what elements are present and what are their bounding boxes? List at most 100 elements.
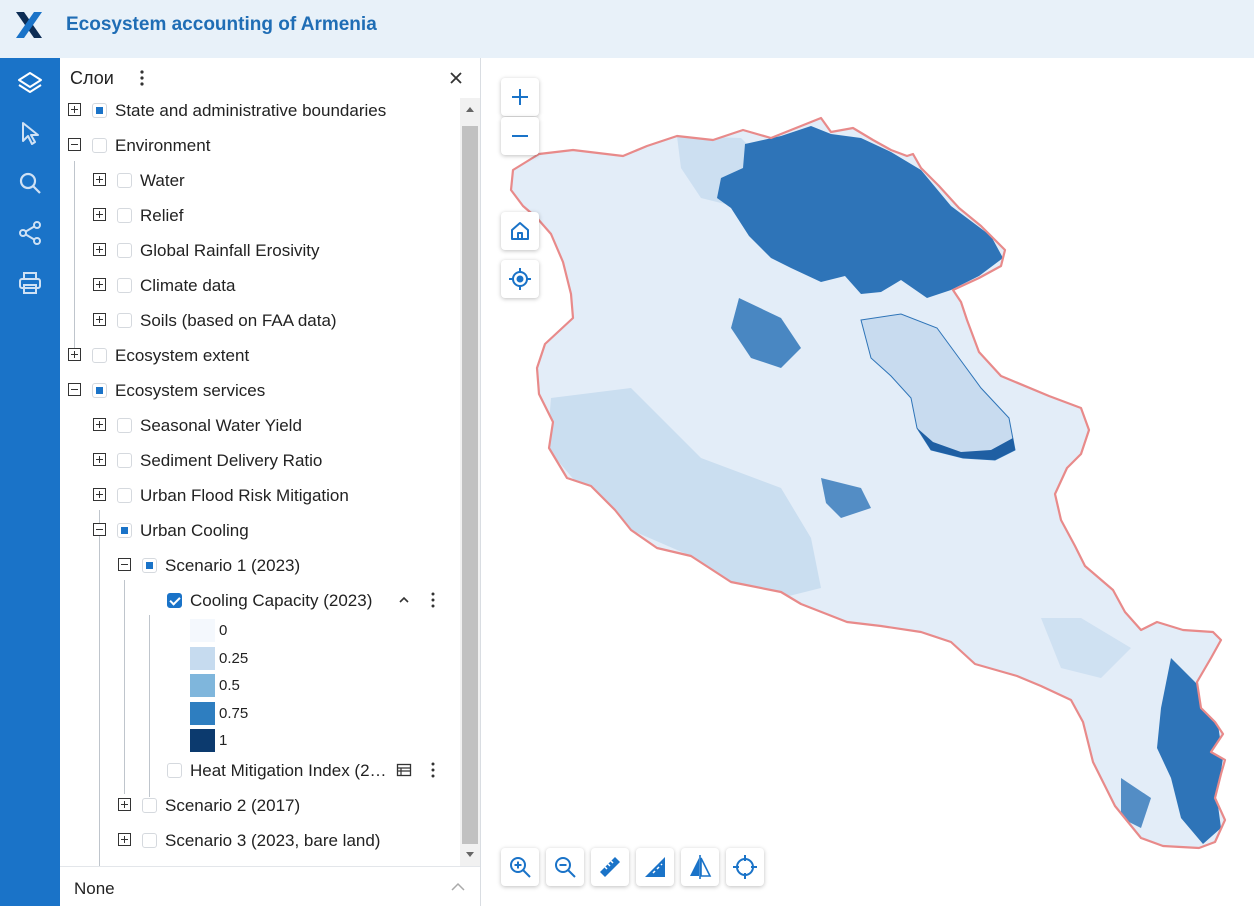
plus-icon	[512, 89, 528, 105]
layer-row-ecosystem-extent[interactable]: Ecosystem extent	[60, 338, 460, 373]
expand-button[interactable]	[93, 418, 106, 431]
legend-label: 0.75	[219, 705, 249, 722]
legend-label: 0	[219, 622, 228, 639]
layer-label: Climate data	[140, 276, 236, 295]
layer-checkbox[interactable]	[117, 278, 132, 293]
map-canvas[interactable]	[481, 58, 1254, 906]
layer-checkbox[interactable]	[142, 798, 157, 813]
locate-button[interactable]	[501, 260, 539, 298]
measure-distance-button[interactable]	[591, 848, 629, 886]
zoom-in-button[interactable]	[501, 78, 539, 116]
chevron-up-icon[interactable]	[450, 881, 466, 893]
expand-button[interactable]	[118, 833, 131, 846]
layer-checkbox[interactable]	[117, 208, 132, 223]
close-icon[interactable]	[446, 68, 466, 88]
zoom-out-tool-button[interactable]	[546, 848, 584, 886]
layer-row-soils[interactable]: Soils (based on FAA data)	[60, 303, 460, 338]
layer-checkbox[interactable]	[92, 383, 107, 398]
layer-checkbox[interactable]	[167, 763, 182, 778]
layer-checkbox[interactable]	[92, 138, 107, 153]
panel-title: Слои	[70, 68, 114, 88]
layer-checkbox[interactable]	[167, 593, 182, 608]
cooling-capacity-layer	[509, 116, 1227, 850]
layer-label: Water	[140, 171, 185, 190]
layer-row-climate-data[interactable]: Climate data	[60, 268, 460, 303]
layer-checkbox[interactable]	[142, 558, 157, 573]
layer-label: Relief	[140, 206, 184, 225]
expand-button[interactable]	[93, 173, 106, 186]
expand-button[interactable]	[93, 278, 106, 291]
layer-menu-icon[interactable]	[426, 761, 440, 779]
layer-menu-icon[interactable]	[426, 591, 440, 609]
zoom-out-button[interactable]	[501, 117, 539, 155]
measure-area-button[interactable]	[636, 848, 674, 886]
layers-button[interactable]	[0, 60, 60, 106]
tree-guide-line	[74, 161, 75, 359]
print-button[interactable]	[0, 260, 60, 306]
collapse-button[interactable]	[93, 523, 106, 536]
tree-guide-line	[124, 580, 125, 794]
scrollbar-thumb[interactable]	[462, 126, 478, 844]
layer-checkbox[interactable]	[142, 833, 157, 848]
minus-icon	[512, 135, 528, 137]
chevron-up-icon[interactable]	[397, 595, 411, 605]
layer-row-state-boundaries[interactable]: State and administrative boundaries	[60, 98, 460, 128]
collapse-button[interactable]	[68, 383, 81, 396]
zoom-in-tool-button[interactable]	[501, 848, 539, 886]
layer-checkbox[interactable]	[117, 453, 132, 468]
layer-row-rainfall-erosivity[interactable]: Global Rainfall Erosivity	[60, 233, 460, 268]
expand-button[interactable]	[93, 208, 106, 221]
panel-menu-icon[interactable]	[134, 68, 150, 88]
layer-row-urban-cooling[interactable]: Urban Cooling	[60, 513, 460, 548]
layer-row-scenario-3[interactable]: Scenario 3 (2023, bare land)	[60, 823, 460, 858]
layer-row-scenario-1[interactable]: Scenario 1 (2023)	[60, 548, 460, 583]
zoom-in-magnifier-icon	[510, 857, 531, 878]
layer-row-urban-flood-risk[interactable]: Urban Flood Risk Mitigation	[60, 478, 460, 513]
scroll-down-arrow-icon[interactable]	[463, 850, 477, 860]
layer-label: Ecosystem extent	[115, 346, 250, 365]
coordinates-button[interactable]	[726, 848, 764, 886]
layer-checkbox[interactable]	[117, 243, 132, 258]
legend-swatch-3	[190, 702, 215, 725]
layer-checkbox[interactable]	[117, 418, 132, 433]
swipe-compare-button[interactable]	[681, 848, 719, 886]
home-button[interactable]	[501, 212, 539, 250]
map-view[interactable]	[481, 58, 1254, 906]
layer-row-sediment-delivery[interactable]: Sediment Delivery Ratio	[60, 443, 460, 478]
expand-button[interactable]	[93, 453, 106, 466]
select-tool-button[interactable]	[0, 110, 60, 156]
layer-row-cooling-capacity[interactable]: Cooling Capacity (2023)	[60, 583, 460, 618]
expand-button[interactable]	[93, 488, 106, 501]
layer-checkbox[interactable]	[92, 103, 107, 118]
collapse-button[interactable]	[68, 138, 81, 151]
layer-checkbox[interactable]	[92, 348, 107, 363]
search-icon	[19, 172, 41, 194]
legend-swatch-1	[190, 647, 215, 670]
layer-row-water[interactable]: Water	[60, 163, 460, 198]
tree-guide-line	[99, 510, 100, 866]
footer-selection-text: None	[74, 879, 115, 898]
layer-row-relief[interactable]: Relief	[60, 198, 460, 233]
layer-label: Sediment Delivery Ratio	[140, 451, 323, 470]
collapse-button[interactable]	[118, 558, 131, 571]
search-button[interactable]	[0, 160, 60, 206]
expand-button[interactable]	[93, 243, 106, 256]
expand-button[interactable]	[68, 348, 81, 361]
layer-row-heat-mitigation[interactable]: Heat Mitigation Index (2…	[60, 753, 460, 788]
attribute-table-icon[interactable]	[396, 763, 412, 777]
layer-row-scenario-2[interactable]: Scenario 2 (2017)	[60, 788, 460, 823]
scroll-up-arrow-icon[interactable]	[463, 104, 477, 114]
expand-button[interactable]	[118, 798, 131, 811]
layer-row-environment[interactable]: Environment	[60, 128, 460, 163]
layer-checkbox[interactable]	[117, 488, 132, 503]
panel-footer[interactable]: None	[60, 866, 480, 907]
layer-checkbox[interactable]	[117, 523, 132, 538]
share-button[interactable]	[0, 210, 60, 256]
layer-row-ecosystem-services[interactable]: Ecosystem services	[60, 373, 460, 408]
layer-row-seasonal-water-yield[interactable]: Seasonal Water Yield	[60, 408, 460, 443]
layer-checkbox[interactable]	[117, 313, 132, 328]
expand-button[interactable]	[68, 103, 81, 116]
layer-checkbox[interactable]	[117, 173, 132, 188]
swipe-compare-icon	[690, 855, 712, 879]
expand-button[interactable]	[93, 313, 106, 326]
